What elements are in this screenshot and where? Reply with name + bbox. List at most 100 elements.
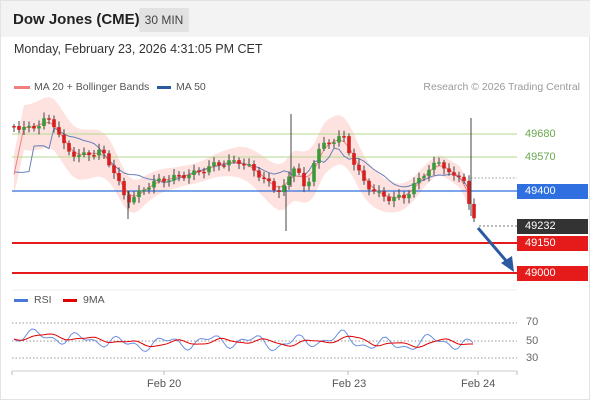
candle-body (402, 194, 406, 199)
bollinger-band-area (14, 97, 469, 213)
candle-body (267, 178, 271, 182)
candle-body (232, 160, 236, 162)
candle-body (352, 153, 356, 165)
candle-body (422, 176, 426, 178)
forecast-arrow (476, 227, 514, 272)
candle-body (347, 136, 351, 154)
candle-body (102, 149, 106, 154)
candle-body (132, 197, 136, 203)
candle-body (172, 174, 176, 181)
candle-body (247, 164, 251, 166)
candle-body (377, 191, 381, 193)
candle-body (152, 180, 156, 188)
candle-body (312, 162, 316, 182)
candle-body (392, 197, 396, 202)
candle-body (192, 170, 196, 175)
candle-body (202, 171, 206, 174)
timestamp: Monday, February 23, 2026 4:31:05 PM CET (14, 42, 263, 56)
candle-body (257, 170, 261, 178)
candlestick-series (12, 112, 476, 231)
candle-body (362, 170, 366, 181)
candle-body (177, 174, 181, 177)
candle-body (97, 149, 101, 156)
candle-body (332, 142, 336, 144)
candle-body (262, 177, 266, 179)
candle-body (112, 165, 116, 174)
instrument-title: Dow Jones (CME) (13, 11, 140, 28)
candle-body (367, 180, 371, 190)
candle-body (122, 181, 126, 196)
candle-body (22, 126, 26, 130)
candle-body (397, 194, 401, 198)
candle-body (452, 172, 456, 176)
ma50-legend-label: MA 50 (176, 81, 206, 93)
candle-body (72, 151, 76, 157)
last-price-label: 49232 (517, 219, 588, 234)
candle-body (92, 155, 96, 157)
candle-body (407, 194, 411, 199)
header-bar: Dow Jones (CME) 30 MIN (1, 1, 590, 37)
rsi-legend-label: RSI (34, 294, 52, 306)
candle-body (317, 148, 321, 163)
candle-body (457, 175, 461, 178)
candle-body (47, 118, 51, 120)
candle-body (12, 126, 16, 128)
candle-body (57, 127, 61, 135)
candle-body (27, 125, 31, 128)
candle-body (462, 176, 466, 181)
candle-body (287, 176, 291, 186)
candle-body (37, 126, 41, 129)
candle-body (282, 185, 286, 193)
x-label-feb20: Feb 20 (147, 378, 182, 390)
support-2-label: 49000 (517, 266, 588, 281)
candle-body (227, 160, 231, 166)
candle-body (82, 152, 86, 156)
candle-body (107, 153, 111, 166)
candle-body (297, 168, 301, 173)
candle-body (242, 163, 246, 166)
copyright-text: Research © 2026 Trading Central (423, 81, 580, 93)
candle-body (382, 191, 386, 197)
candle-body (197, 170, 201, 172)
ma20-legend-label: MA 20 + Bollinger Bands (34, 81, 150, 93)
timeframe-button[interactable]: 30 MIN (139, 8, 189, 32)
candle-body (467, 180, 471, 204)
support-1-label: 49150 (517, 236, 588, 251)
candle-body (142, 189, 146, 192)
candle-body (427, 169, 431, 177)
candle-body (52, 119, 56, 128)
candle-body (87, 152, 91, 156)
candle-body (67, 143, 71, 152)
resistance-2-label: 49680 (525, 128, 556, 140)
resistance-1-label: 49570 (525, 151, 556, 163)
candle-body (447, 168, 451, 173)
candle-body (442, 162, 446, 169)
candle-body (472, 203, 476, 219)
candle-body (252, 164, 256, 171)
rsi-line (13, 328, 474, 353)
candle-body (237, 160, 241, 164)
ma20-legend-swatch (14, 86, 30, 89)
x-label-feb24: Feb 24 (461, 378, 496, 390)
candle-body (147, 187, 151, 190)
candle-body (137, 190, 141, 198)
candle-body (217, 162, 221, 166)
rsi-tick-30: 30 (526, 352, 539, 364)
candle-body (17, 126, 21, 130)
candle-body (322, 142, 326, 149)
ma50-legend-swatch (157, 86, 171, 89)
candle-body (302, 172, 306, 187)
candle-body (337, 136, 341, 143)
candle-body (327, 142, 331, 145)
candle-body (222, 165, 226, 167)
candle-body (272, 181, 276, 191)
candle-body (432, 162, 436, 170)
candle-body (162, 178, 166, 182)
candle-body (417, 177, 421, 184)
candle-body (357, 164, 361, 171)
candle-body (307, 181, 311, 187)
candle-body (277, 190, 281, 193)
candle-body (42, 118, 46, 127)
